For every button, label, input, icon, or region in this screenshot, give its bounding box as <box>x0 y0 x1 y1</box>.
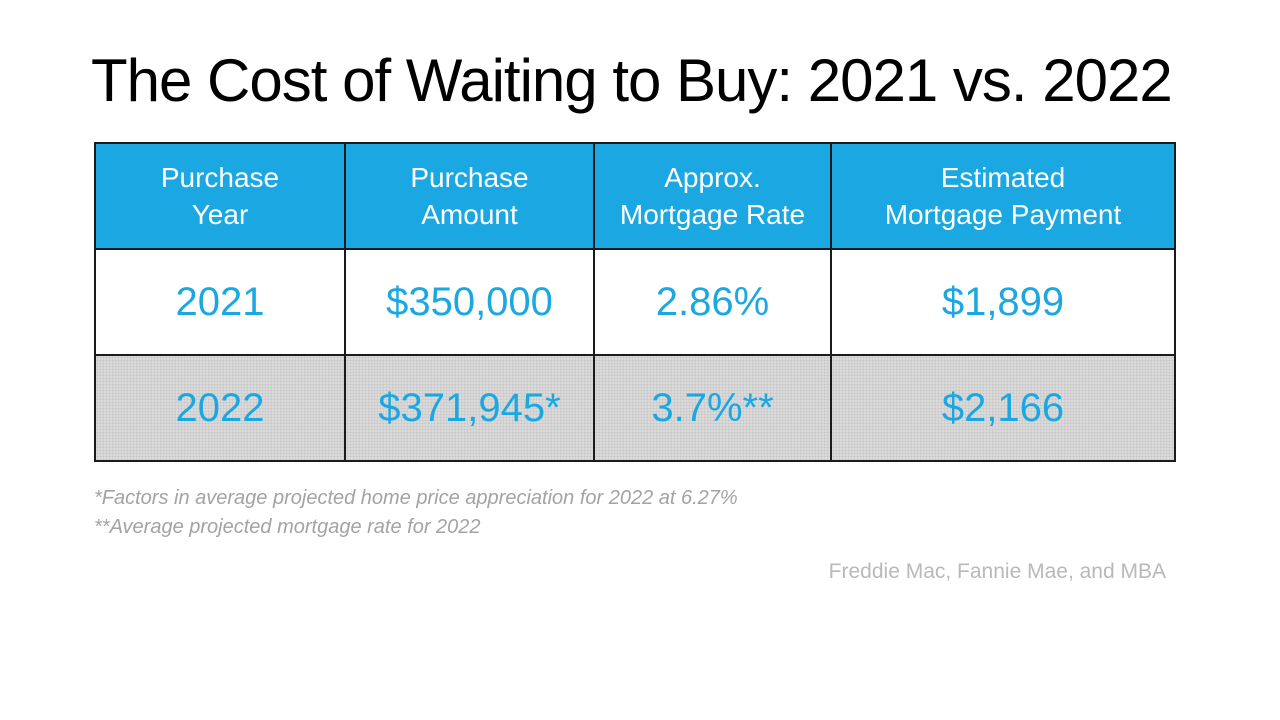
col-header-purchase-amount: Purchase Amount <box>344 142 595 250</box>
footnotes-block: *Factors in average projected home price… <box>94 484 738 542</box>
header-line: Mortgage Payment <box>884 199 1122 230</box>
header-line: Approx. <box>664 162 761 193</box>
col-header-mortgage-rate: Approx. Mortgage Rate <box>593 142 832 250</box>
cell-2022-year: 2022 <box>94 354 346 462</box>
source-attribution: Freddie Mac, Fannie Mae, and MBA <box>828 560 1166 583</box>
table-header-row: Purchase Year Purchase Amount Approx. Mo… <box>94 142 1176 250</box>
header-line: Year <box>191 199 249 230</box>
header-line: Amount <box>421 199 518 230</box>
cell-2022-amount: $371,945* <box>344 354 595 462</box>
table-row-2022: 2022 $371,945* 3.7%** $2,166 <box>94 354 1176 462</box>
cost-comparison-table: Purchase Year Purchase Amount Approx. Mo… <box>94 142 1176 462</box>
cell-2022-payment: $2,166 <box>830 354 1176 462</box>
header-line: Estimated <box>940 162 1066 193</box>
footnote-appreciation: *Factors in average projected home price… <box>94 487 738 509</box>
header-line: Purchase <box>410 162 529 193</box>
cell-2021-rate: 2.86% <box>593 248 832 356</box>
cell-2021-amount: $350,000 <box>344 248 595 356</box>
header-line: Purchase <box>160 162 280 193</box>
table-row-2021: 2021 $350,000 2.86% $1,899 <box>94 248 1176 356</box>
cell-2022-rate: 3.7%** <box>593 354 832 462</box>
cell-2021-year: 2021 <box>94 248 346 356</box>
slide-title: The Cost of Waiting to Buy: 2021 vs. 202… <box>91 47 1173 114</box>
col-header-mortgage-payment: Estimated Mortgage Payment <box>830 142 1176 250</box>
cell-2021-payment: $1,899 <box>830 248 1176 356</box>
footnote-mortgage-rate: **Average projected mortgage rate for 20… <box>94 516 481 538</box>
col-header-purchase-year: Purchase Year <box>94 142 346 250</box>
header-line: Mortgage Rate <box>619 199 806 230</box>
